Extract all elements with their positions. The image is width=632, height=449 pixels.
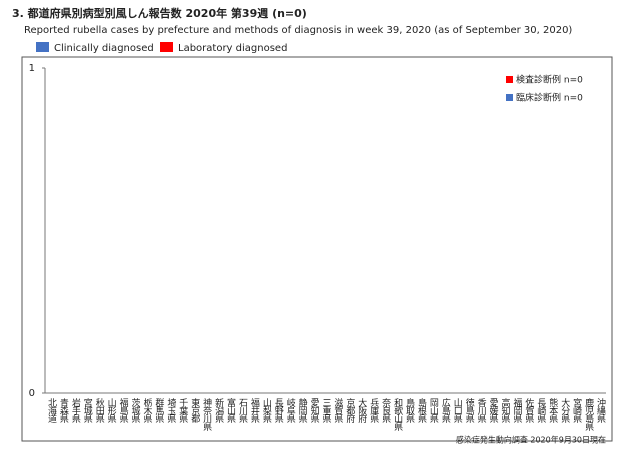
x-tick-label: 兵庫県 — [368, 397, 379, 424]
x-tick-label: 愛媛県 — [488, 397, 499, 424]
x-tick-label: 大阪府 — [356, 397, 367, 424]
x-tick-label: 鹿児島県 — [583, 397, 594, 432]
x-tick-label: 青森県 — [58, 397, 68, 424]
inner-legend-label: 検査診断例 n=0 — [516, 74, 583, 86]
x-tick-label: 福島県 — [118, 397, 129, 424]
x-tick-label: 千葉県 — [177, 398, 188, 424]
source-note: 感染症発生動向調査 2020年9月30日現在 — [456, 435, 606, 445]
x-tick-label: 愛知県 — [309, 397, 320, 424]
x-tick-label: 宮崎県 — [571, 397, 582, 424]
x-tick-label: 秋田県 — [94, 397, 105, 424]
x-tick-label: 茨城県 — [130, 397, 141, 424]
x-tick-label: 沖縄県 — [595, 397, 606, 424]
y-tick-label: 1 — [29, 63, 35, 74]
y-tick-label: 0 — [29, 388, 35, 399]
x-tick-label: 熊本県 — [547, 397, 558, 424]
x-tick-label: 長崎県 — [535, 398, 546, 424]
x-tick-label: 新潟県 — [213, 397, 224, 424]
x-tick-label: 高知県 — [500, 397, 511, 424]
x-tick-label: 大分県 — [559, 397, 570, 424]
legend-swatch — [160, 42, 173, 52]
x-tick-label: 島根県 — [416, 397, 427, 424]
legend-label: Laboratory diagnosed — [178, 43, 287, 54]
chart-title: 3. 都道府県別病型別風しん報告数 2020年 第39週 (n=0) — [12, 6, 307, 20]
x-tick-label: 北海道 — [46, 398, 57, 424]
x-tick-label: 福井県 — [249, 397, 260, 424]
inner-legend-swatch — [506, 76, 513, 83]
x-tick-label: 滋賀県 — [332, 397, 343, 424]
x-tick-label: 徳島県 — [464, 397, 475, 424]
x-tick-label: 埼玉県 — [165, 397, 176, 424]
x-tick-label: 神奈川県 — [201, 397, 212, 432]
legend-label: Clinically diagnosed — [54, 43, 154, 54]
x-tick-label: 佐賀県 — [523, 397, 534, 424]
x-tick-label: 京都府 — [344, 397, 355, 424]
x-tick-label: 岡山県 — [428, 398, 439, 424]
x-tick-label: 岐阜県 — [285, 397, 296, 424]
legend-swatch — [36, 42, 49, 52]
x-tick-label: 三重県 — [321, 398, 332, 424]
x-tick-label: 広島県 — [440, 397, 451, 424]
x-tick-label: 和歌山県 — [392, 398, 403, 432]
x-tick-label: 山梨県 — [261, 398, 272, 424]
x-tick-label: 宮城県 — [82, 397, 93, 424]
x-tick-label: 鳥取県 — [404, 397, 415, 424]
x-tick-label: 奈良県 — [380, 397, 391, 424]
x-tick-label: 石川県 — [237, 398, 248, 424]
inner-legend-swatch — [506, 94, 513, 101]
x-tick-label: 富山県 — [225, 397, 236, 424]
inner-legend-label: 臨床診断例 n=0 — [516, 92, 583, 104]
x-tick-label: 福岡県 — [511, 397, 522, 424]
x-tick-label: 岩手県 — [70, 397, 81, 424]
x-tick-label: 長野県 — [273, 398, 284, 424]
x-tick-label: 山口県 — [452, 398, 463, 424]
x-tick-label: 群馬県 — [153, 397, 164, 424]
chart-subtitle: Reported rubella cases by prefecture and… — [24, 25, 572, 36]
chart-frame — [21, 56, 613, 442]
x-tick-label: 香川県 — [476, 398, 487, 424]
x-tick-label: 山形県 — [106, 398, 117, 424]
x-tick-label: 東京都 — [189, 397, 200, 424]
x-tick-label: 栃木県 — [141, 397, 152, 424]
x-tick-label: 静岡県 — [297, 397, 308, 424]
